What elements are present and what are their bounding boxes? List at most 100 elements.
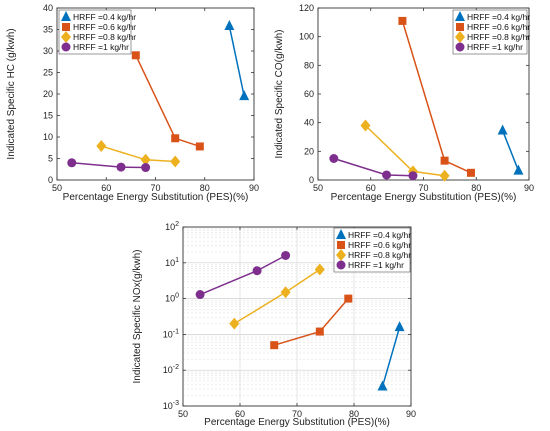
- x-tick-label: 80: [200, 183, 210, 193]
- chart-co: 50 60 70 80 90 0 20 40 60 80 100 120 Percentage Ener…: [274, 3, 534, 203]
- y-tick-label: 102: [165, 221, 179, 232]
- legend-label: HRFF =0.4 kg/hr: [467, 12, 530, 22]
- data-point: [224, 20, 235, 31]
- x-tick-label: 50: [52, 183, 62, 193]
- y-tick-label: 60: [304, 89, 314, 99]
- y-tick-label: 25: [43, 68, 53, 78]
- series-line: [381, 326, 401, 387]
- x-tick-label: 70: [150, 183, 160, 193]
- axes-box: [56, 7, 255, 181]
- data-point: [398, 16, 407, 25]
- y-tick-label: 100: [299, 32, 314, 42]
- legend-marker: [61, 42, 71, 52]
- x-tick-label: 60: [366, 183, 376, 193]
- series-line: [501, 130, 520, 171]
- y-tick-label: 30: [43, 46, 53, 56]
- legend-label: HRFF =0.8 kg/hr: [73, 32, 136, 42]
- data-point: [315, 327, 324, 336]
- x-tick-label: 50: [313, 183, 323, 193]
- series-1: [398, 16, 475, 177]
- x-tick-label: 80: [471, 183, 481, 193]
- x-axis-label: Percentage Energy Substitution (PES)(%): [63, 192, 249, 203]
- data-point: [281, 250, 291, 260]
- data-point: [280, 286, 291, 299]
- data-point: [394, 321, 405, 332]
- data-point: [466, 168, 475, 177]
- series-0: [224, 20, 250, 101]
- x-tick-label: 80: [349, 409, 359, 419]
- series-1: [131, 51, 204, 151]
- data-point: [439, 169, 450, 182]
- y-tick-label: 20: [43, 89, 53, 99]
- legend-label: HRFF =1 kg/hr: [348, 260, 404, 270]
- y-tick-label: 40: [43, 3, 53, 13]
- chart-hc: 50 60 70 80 90 0 5 10 15 20 25 30 35 40 Percentage Ene…: [6, 3, 259, 203]
- axes-box: [317, 7, 530, 181]
- legend-marker: [337, 241, 345, 249]
- chart-nox: 50 60 70 80 90 10-3 10-2 10-1 100 101 102 Percentag…: [132, 221, 416, 428]
- legend-marker: [456, 23, 464, 31]
- y-tick-label: 0: [48, 175, 53, 185]
- data-point: [329, 154, 339, 163]
- data-point: [408, 171, 418, 181]
- data-point: [195, 290, 205, 300]
- legend-label: HRFF =0.8 kg/hr: [467, 32, 530, 42]
- y-tick-label: 0: [309, 175, 314, 185]
- series-3: [329, 154, 418, 181]
- series-line: [228, 25, 245, 97]
- y-tick-label: 5: [48, 154, 53, 164]
- series-0: [377, 321, 405, 391]
- legend-label: HRFF =0.4 kg/hr: [348, 230, 411, 240]
- data-point: [229, 317, 240, 330]
- legend-box: [333, 227, 411, 273]
- axes-box: [182, 226, 412, 407]
- data-point: [140, 153, 151, 166]
- x-tick-label: 50: [178, 409, 188, 419]
- y-tick-label: 40: [304, 118, 314, 128]
- x-axis-label: Percentage Energy Substitution (PES)(%): [204, 417, 390, 428]
- legend-marker: [336, 260, 346, 270]
- legend-box: [58, 9, 132, 55]
- y-tick-label: 20: [304, 146, 314, 156]
- data-point: [67, 158, 77, 168]
- y-tick-label: 100: [165, 293, 179, 304]
- legend-box: [452, 9, 528, 55]
- data-point: [440, 156, 449, 165]
- y-tick-label: 80: [304, 60, 314, 70]
- series-3: [195, 250, 291, 300]
- legend-label: HRFF =1 kg/hr: [467, 42, 523, 52]
- legend-label: HRFF =0.6 kg/hr: [467, 22, 530, 32]
- data-point: [239, 90, 250, 101]
- x-tick-label: 70: [292, 409, 302, 419]
- y-axis-label: Indicated Specific HC (g/kwh): [6, 28, 17, 159]
- legend-label: HRFF =0.6 kg/hr: [348, 240, 411, 250]
- data-point: [344, 294, 353, 303]
- y-tick-label: 10-3: [163, 400, 179, 411]
- y-axis-label: Indicated Specific NOx(g/kwh): [132, 250, 143, 384]
- x-axis-label: Percentage Energy Substitution (PES)(%): [331, 192, 517, 203]
- series-1: [270, 294, 353, 350]
- legend-marker: [455, 31, 465, 43]
- y-tick-label: 35: [43, 25, 53, 35]
- data-point: [131, 51, 140, 60]
- data-point: [96, 140, 107, 153]
- data-point: [170, 155, 181, 168]
- legend-label: HRFF =0.6 kg/hr: [73, 22, 136, 32]
- series-0: [497, 124, 524, 175]
- legend-marker: [336, 229, 346, 239]
- y-tick-label: 10-1: [163, 328, 179, 339]
- data-point: [497, 124, 508, 135]
- y-axis-label: Indicated Specific CO(g/kwh): [274, 30, 285, 159]
- y-tick-label: 101: [165, 257, 179, 268]
- y-tick-label: 10: [43, 132, 53, 142]
- y-tick-label: 120: [299, 3, 314, 13]
- series-3: [67, 158, 151, 173]
- legend-marker: [455, 11, 465, 21]
- data-point: [382, 170, 392, 180]
- legend-marker: [455, 42, 465, 52]
- series-2: [96, 140, 181, 168]
- y-tick-label: 15: [43, 111, 53, 121]
